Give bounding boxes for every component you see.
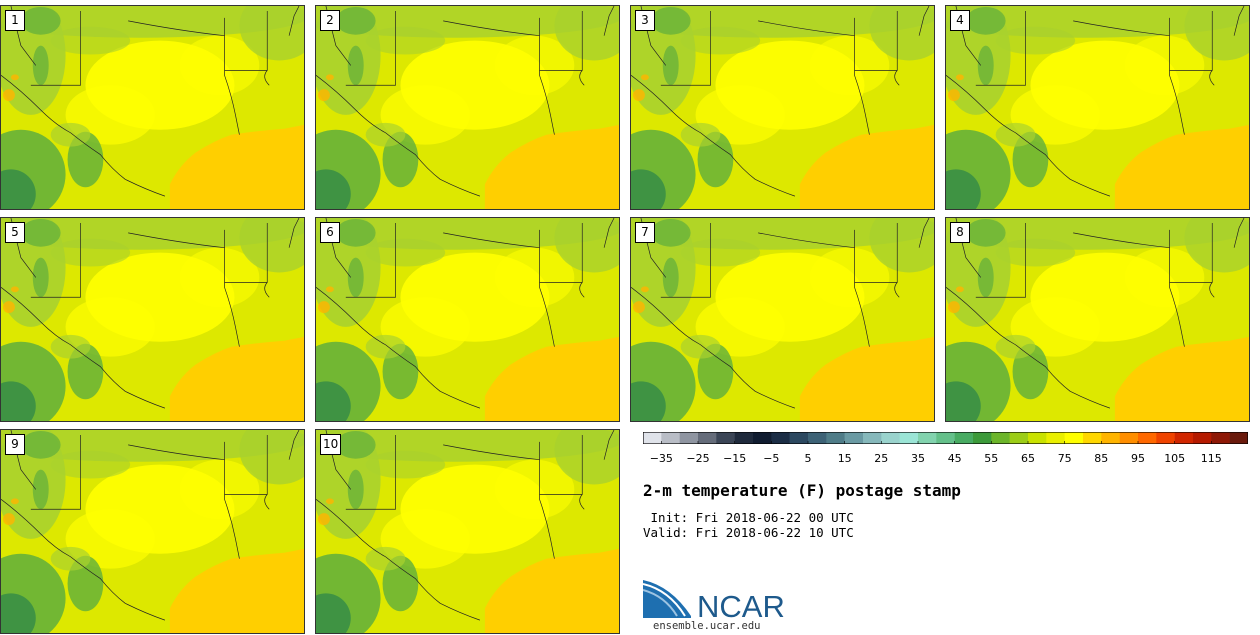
panel-number: 7 (635, 222, 655, 243)
panel-number: 9 (5, 434, 25, 455)
panel-number: 5 (5, 222, 25, 243)
colorbar-segment (771, 432, 790, 444)
ncar-logo-text: NCAR (697, 589, 785, 622)
colorbar-tick-label: −35 (649, 452, 673, 465)
colorbar-segment (1064, 432, 1084, 444)
forecast-panel-4: 4 (945, 5, 1250, 210)
colorbar-segment (808, 432, 827, 444)
colorbar-segment (1174, 432, 1194, 444)
colorbar-segment (1119, 432, 1139, 444)
colorbar-segment (918, 432, 937, 444)
temperature-map (1, 430, 304, 633)
colorbar-segment (643, 432, 662, 444)
chart-title: 2-m temperature (F) postage stamp (643, 481, 961, 500)
panel-number: 10 (320, 434, 342, 455)
colorbar-tick-label: 35 (911, 452, 925, 465)
colorbar-tick-label: −15 (723, 452, 747, 465)
colorbar-tick-label: 95 (1131, 452, 1145, 465)
init-time: Init: Fri 2018-06-22 00 UTC (643, 510, 854, 525)
panel-number: 3 (635, 10, 655, 31)
forecast-panel-9: 9 (0, 429, 305, 634)
temperature-map (631, 6, 934, 209)
ncar-logo: NCAR (643, 580, 785, 622)
colorbar-segment (826, 432, 845, 444)
forecast-panel-2: 2 (315, 5, 620, 210)
forecast-panel-5: 5 (0, 217, 305, 422)
colorbar-segment (936, 432, 955, 444)
forecast-panel-3: 3 (630, 5, 935, 210)
colorbar-segment (881, 432, 900, 444)
colorbar-tick-label: −5 (763, 452, 780, 465)
colorbar-segment (753, 432, 772, 444)
colorbar-tick-label: 75 (1057, 452, 1072, 465)
colorbar-segment (1211, 432, 1230, 444)
panel-number: 4 (950, 10, 970, 31)
temperature-map (946, 6, 1249, 209)
colorbar-segment (863, 432, 882, 444)
colorbar-segment (954, 432, 974, 444)
logo-url: ensemble.ucar.edu (653, 620, 761, 632)
panel-number: 1 (5, 10, 25, 31)
colorbar-tick-label: 45 (947, 452, 962, 465)
forecast-panel-6: 6 (315, 217, 620, 422)
colorbar-tick-label: 5 (804, 452, 812, 465)
forecast-panel-1: 1 (0, 5, 305, 210)
temperature-map (316, 430, 619, 633)
colorbar-segment (1156, 432, 1175, 444)
colorbar-segment (844, 432, 864, 444)
colorbar-segment (1138, 432, 1157, 444)
panel-number: 2 (320, 10, 340, 31)
colorbar-tick-label: 55 (984, 452, 999, 465)
colorbar-segment (1193, 432, 1212, 444)
temperature-map (946, 218, 1249, 421)
temperature-map (316, 218, 619, 421)
temperature-map (316, 6, 619, 209)
colorbar-segment (973, 432, 992, 444)
temperature-colorbar (643, 432, 1248, 444)
valid-time: Valid: Fri 2018-06-22 10 UTC (643, 525, 854, 540)
forecast-panel-7: 7 (630, 217, 935, 422)
forecast-panel-10: 10 (315, 429, 620, 634)
colorbar-tick-label: 65 (1021, 452, 1035, 465)
colorbar-segment (1028, 432, 1047, 444)
colorbar-tick-label: 15 (837, 452, 852, 465)
colorbar-tick-label: 105 (1164, 452, 1186, 465)
colorbar-segment (1046, 432, 1065, 444)
colorbar-tick-label: −25 (686, 452, 710, 465)
colorbar-segment (1009, 432, 1029, 444)
colorbar-segment (1101, 432, 1120, 444)
panel-number: 8 (950, 222, 970, 243)
temperature-map (1, 6, 304, 209)
colorbar-tick-label: 25 (874, 452, 889, 465)
colorbar-tick-label: 115 (1200, 452, 1222, 465)
colorbar-segment (734, 432, 754, 444)
panel-number: 6 (320, 222, 340, 243)
colorbar-segment (1229, 432, 1248, 444)
colorbar-segment (716, 432, 735, 444)
forecast-panel-8: 8 (945, 217, 1250, 422)
colorbar-segment (789, 432, 809, 444)
colorbar-segment (1083, 432, 1102, 444)
colorbar-segment (899, 432, 919, 444)
temperature-map (1, 218, 304, 421)
colorbar-segment (991, 432, 1010, 444)
colorbar-segment (698, 432, 717, 444)
colorbar-tick-label: 85 (1094, 452, 1109, 465)
temperature-map (631, 218, 934, 421)
colorbar-segment (661, 432, 680, 444)
colorbar-segment (679, 432, 699, 444)
